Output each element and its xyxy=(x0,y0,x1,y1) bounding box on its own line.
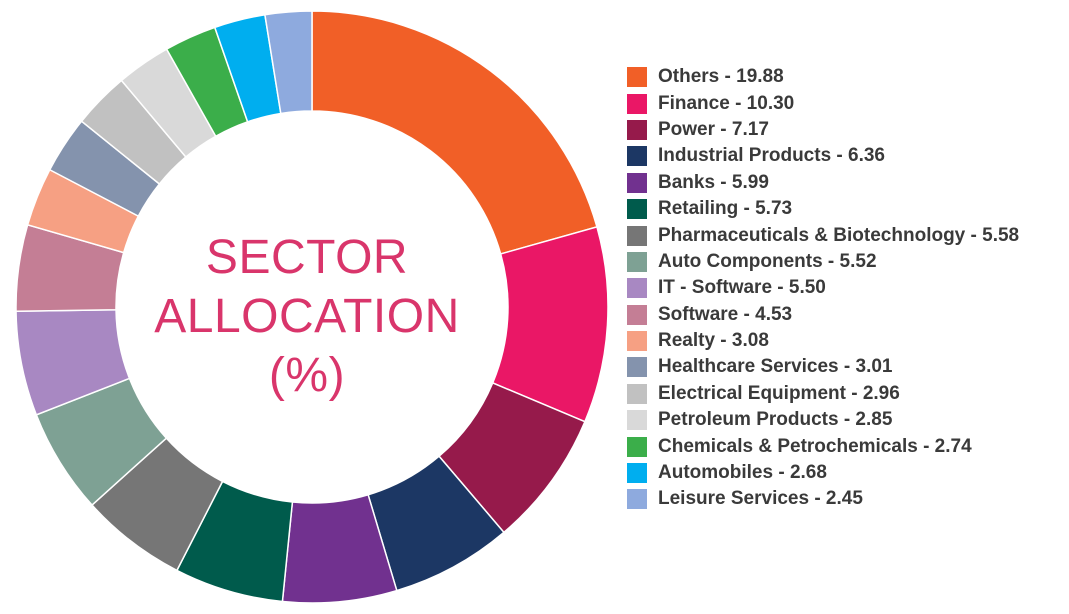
legend-swatch xyxy=(627,67,647,88)
legend-swatch xyxy=(627,278,647,299)
legend-item-banks: Banks - 5.99 xyxy=(627,170,1067,196)
legend-item-others: Others - 19.88 xyxy=(627,64,1067,90)
legend-label: Others - 19.88 xyxy=(658,66,784,88)
slice-others xyxy=(311,10,598,255)
donut-chart xyxy=(15,10,609,604)
legend-swatch xyxy=(627,172,647,193)
legend-item-finance: Finance - 10.30 xyxy=(627,90,1067,116)
legend-item-power: Power - 7.17 xyxy=(627,117,1067,143)
legend-swatch xyxy=(627,410,647,431)
legend-label: Petroleum Products - 2.85 xyxy=(658,409,893,431)
legend-label: Banks - 5.99 xyxy=(658,171,769,193)
legend-swatch xyxy=(627,331,647,352)
legend-swatch xyxy=(627,463,647,484)
legend-item-retailing: Retailing - 5.73 xyxy=(627,196,1067,222)
legend-swatch xyxy=(627,489,647,510)
legend-label: Leisure Services - 2.45 xyxy=(658,488,863,510)
legend-item-healthcare-services: Healthcare Services - 3.01 xyxy=(627,354,1067,380)
legend-label: Power - 7.17 xyxy=(658,118,769,140)
legend-label: Automobiles - 2.68 xyxy=(658,462,827,484)
legend-item-automobiles: Automobiles - 2.68 xyxy=(627,460,1067,486)
legend-swatch xyxy=(627,436,647,457)
legend-item-software: Software - 4.53 xyxy=(627,302,1067,328)
legend-swatch xyxy=(627,383,647,404)
legend-item-pharmaceuticals-biotechnology: Pharmaceuticals & Biotechnology - 5.58 xyxy=(627,222,1067,248)
chart-title-line-1: SECTOR xyxy=(205,231,409,284)
legend-swatch xyxy=(627,357,647,378)
legend-label: IT - Software - 5.50 xyxy=(658,277,826,299)
legend-item-industrial-products: Industrial Products - 6.36 xyxy=(627,143,1067,169)
chart-title-line-3: (%) xyxy=(268,349,346,402)
legend-swatch xyxy=(627,304,647,325)
legend-swatch xyxy=(627,119,647,140)
legend-label: Finance - 10.30 xyxy=(658,92,795,114)
legend-label: Industrial Products - 6.36 xyxy=(658,145,885,167)
legend-swatch xyxy=(627,251,647,272)
chart-title: SECTOR ALLOCATION (%) xyxy=(112,228,502,405)
legend-item-petroleum-products: Petroleum Products - 2.85 xyxy=(627,407,1067,433)
legend-swatch xyxy=(627,199,647,220)
legend-item-auto-components: Auto Components - 5.52 xyxy=(627,249,1067,275)
legend-item-realty: Realty - 3.08 xyxy=(627,328,1067,354)
legend-swatch xyxy=(627,146,647,167)
slice-leisure-services xyxy=(264,10,313,115)
legend-item-it-software: IT - Software - 5.50 xyxy=(627,275,1067,301)
donut-slices xyxy=(15,10,609,604)
chart-legend: Others - 19.88 Finance - 10.30 Power - 7.1… xyxy=(627,64,1067,513)
legend-label: Realty - 3.08 xyxy=(658,330,769,352)
legend-item-chemicals-petrochemicals: Chemicals & Petrochemicals - 2.74 xyxy=(627,433,1067,459)
chart-title-line-2: ALLOCATION xyxy=(154,290,460,343)
legend-label: Retailing - 5.73 xyxy=(658,198,793,220)
legend-label: Software - 4.53 xyxy=(658,303,793,325)
legend-item-electrical-equipment: Electrical Equipment - 2.96 xyxy=(627,381,1067,407)
legend-swatch xyxy=(627,93,647,114)
legend-label: Chemicals & Petrochemicals - 2.74 xyxy=(658,435,972,457)
legend-label: Electrical Equipment - 2.96 xyxy=(658,382,900,404)
legend-swatch xyxy=(627,225,647,246)
legend-label: Pharmaceuticals & Biotechnology - 5.58 xyxy=(658,224,1020,246)
legend-label: Auto Components - 5.52 xyxy=(658,250,877,272)
legend-label: Healthcare Services - 3.01 xyxy=(658,356,893,378)
legend-item-leisure-services: Leisure Services - 2.45 xyxy=(627,486,1067,512)
